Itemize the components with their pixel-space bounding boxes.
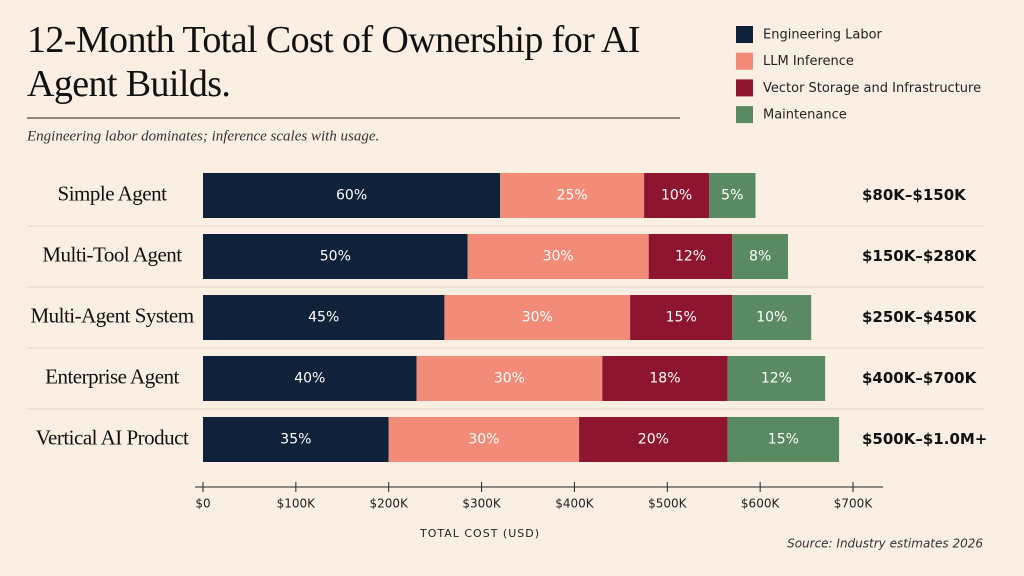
segment-label: 50% bbox=[320, 249, 351, 265]
segment-label: 10% bbox=[756, 310, 787, 326]
bar-segment bbox=[630, 295, 733, 340]
bar-segment bbox=[644, 173, 710, 218]
segment-label: 12% bbox=[761, 371, 792, 387]
x-tick-label: $500K bbox=[648, 497, 688, 511]
segment-label: 30% bbox=[494, 371, 525, 387]
range-label: $80K–$150K bbox=[862, 186, 967, 204]
segment-label: 20% bbox=[638, 432, 669, 448]
legend-swatch bbox=[736, 26, 753, 43]
segment-label: 40% bbox=[294, 371, 325, 387]
bar-segment bbox=[203, 295, 445, 340]
bar-segment bbox=[579, 417, 728, 462]
legend-swatch bbox=[736, 52, 753, 70]
segment-label: 30% bbox=[543, 249, 574, 265]
legend-label: LLM Inference bbox=[763, 54, 854, 69]
legend-label: Vector Storage and Infrastructure bbox=[763, 81, 981, 96]
chart-title: 12-Month Total Cost of Ownership for AI … bbox=[27, 19, 640, 105]
segment-label: 30% bbox=[522, 310, 553, 326]
x-tick-label: $0 bbox=[195, 497, 210, 511]
bar-segment bbox=[732, 234, 788, 279]
segment-label: 15% bbox=[666, 310, 697, 326]
bar-segment bbox=[416, 356, 603, 401]
category-label: Multi-Tool Agent bbox=[42, 242, 182, 266]
legend-swatch bbox=[736, 106, 753, 124]
x-tick-label: $300K bbox=[462, 497, 502, 511]
segment-label: 60% bbox=[336, 188, 367, 204]
segment-label: 18% bbox=[649, 371, 680, 387]
source: Source: Industry estimates 2026 bbox=[787, 537, 983, 551]
subtitle: Engineering labor dominates; inference s… bbox=[26, 128, 379, 144]
legend-swatch bbox=[736, 79, 753, 97]
legend-label: Engineering Labor bbox=[763, 28, 883, 43]
segment-label: 35% bbox=[280, 432, 311, 448]
segment-label: 5% bbox=[721, 188, 743, 204]
bar-segment bbox=[388, 417, 580, 462]
category-label: Multi-Agent System bbox=[30, 303, 193, 327]
segment-label: 10% bbox=[661, 188, 692, 204]
bar-segment bbox=[203, 234, 468, 279]
segment-label: 25% bbox=[557, 188, 588, 204]
bar-segment bbox=[648, 234, 733, 279]
range-label: $500K–$1.0M+ bbox=[862, 430, 987, 448]
segment-label: 12% bbox=[675, 249, 706, 265]
bar-segment bbox=[203, 417, 389, 462]
x-tick-label: $600K bbox=[741, 497, 781, 511]
category-label: Vertical AI Product bbox=[36, 425, 189, 449]
bar-segment bbox=[732, 295, 812, 340]
bar-segment bbox=[203, 173, 501, 218]
category-label: Enterprise Agent bbox=[45, 364, 179, 388]
bar-segment bbox=[727, 417, 840, 462]
bar-segment bbox=[467, 234, 649, 279]
bar-segment bbox=[727, 356, 826, 401]
x-tick-label: $200K bbox=[370, 497, 410, 511]
bar-segment bbox=[709, 173, 756, 218]
x-axis-label: TOTAL COST (USD) bbox=[419, 527, 540, 540]
range-label: $400K–$700K bbox=[862, 369, 978, 387]
legend-label: Maintenance bbox=[763, 108, 847, 123]
x-tick-label: $100K bbox=[277, 497, 317, 511]
category-label: Simple Agent bbox=[58, 181, 168, 205]
segment-label: 45% bbox=[308, 310, 339, 326]
segment-label: 30% bbox=[468, 432, 499, 448]
bar-segment bbox=[602, 356, 728, 401]
bar-segment bbox=[444, 295, 631, 340]
range-label: $150K–$280K bbox=[862, 247, 978, 265]
bar-segment bbox=[500, 173, 645, 218]
segment-label: 8% bbox=[749, 249, 771, 265]
bar-segment bbox=[203, 356, 417, 401]
x-tick-label: $700K bbox=[834, 497, 874, 511]
x-tick-label: $400K bbox=[555, 497, 595, 511]
segment-label: 15% bbox=[768, 432, 799, 448]
range-label: $250K–$450K bbox=[862, 308, 978, 326]
